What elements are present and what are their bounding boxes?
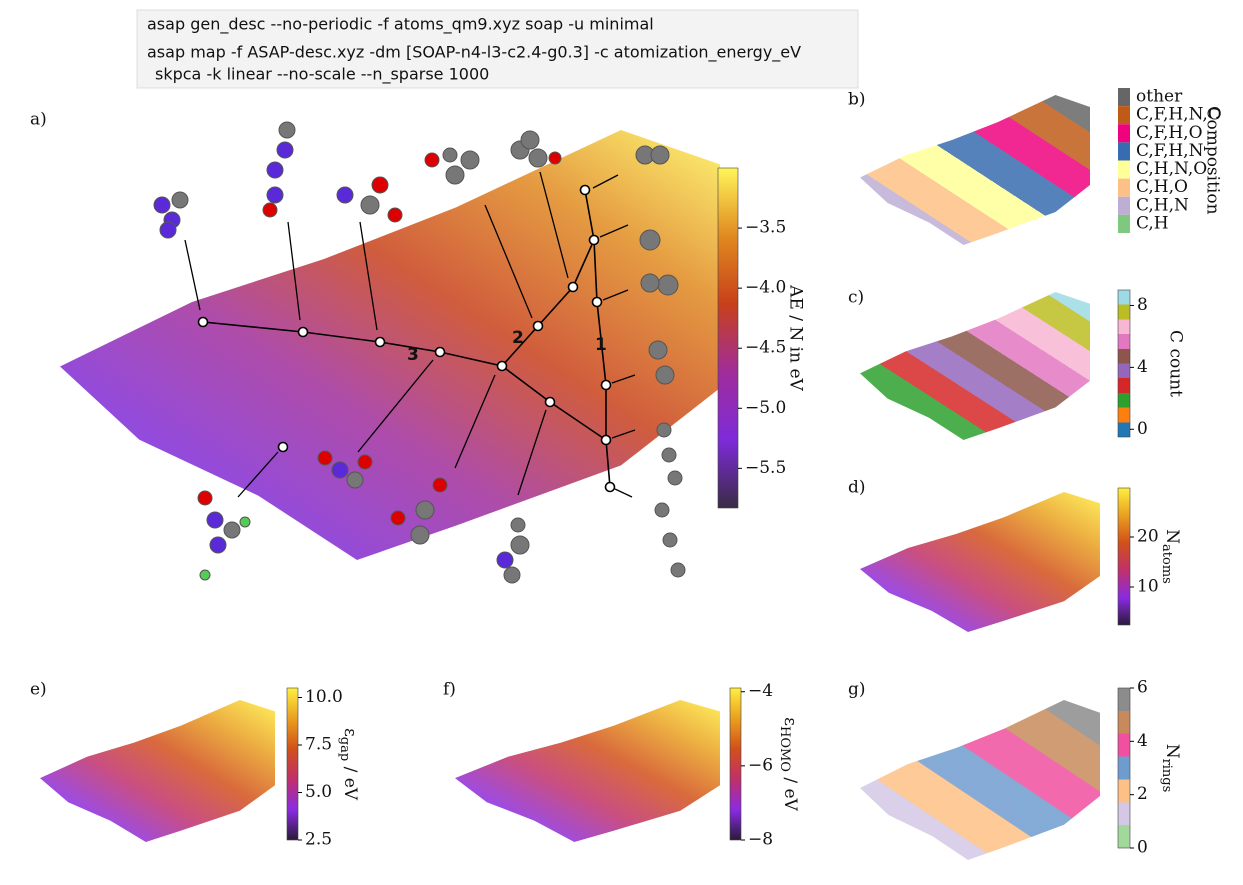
legend-swatch [1118,88,1130,107]
colorbar [729,687,742,841]
colorbar-title-main: N [1163,744,1183,759]
colorbar-tick-label: −3.5 [745,218,786,238]
colorbar-title: C count [1166,330,1186,397]
panel-label: b) [848,90,866,110]
point-cloud [40,700,275,842]
colorbar-tick-label: 4 [1137,357,1148,377]
colorbar [286,687,299,841]
colorbar-tick-label: 7.5 [305,735,332,755]
colorbar-tick-label: −5.5 [745,458,786,478]
point-cloud [860,492,1100,632]
colorbar-title-rest: / eV [341,761,361,801]
legend-label: other [1136,87,1183,107]
path-label: 2 [512,328,524,348]
molecule-icons [153,121,686,584]
colorbar [717,167,739,509]
colorbar-title: AE / N in eV [786,284,806,391]
legend-swatch [1118,196,1130,215]
colorbar-title: Nrings [1160,744,1183,793]
path-label: 1 [595,335,607,355]
arrows [184,171,636,498]
pathways [184,171,636,498]
colorbar-tick-label: 2 [1137,784,1148,804]
point-cloud [455,700,720,842]
colorbar-title: Natoms [1160,529,1183,584]
colorbar-title-sub: HOMO [778,726,793,772]
colorbar-title-main: ε [341,728,361,737]
colorbar-tick-label: −4.5 [745,338,786,358]
panel-label: a) [30,110,47,130]
legend-label: C,F,H,O [1136,123,1203,143]
colorbar-tick-label: −4 [748,681,773,701]
legend-swatch [1118,214,1130,233]
colorbar-tick-label: 8 [1137,295,1148,315]
legend-label: C,F,H,N,O [1136,105,1222,125]
point-cloud [860,95,1090,245]
colorbar-tick-label: 5.0 [305,782,332,802]
panel-label: d) [848,478,866,498]
colorbar-tick-label: −8 [748,830,773,850]
colorbar [1117,687,1131,849]
colorbar-tick-label: −5.0 [745,398,786,418]
legend-swatch [1118,160,1130,179]
command-line: skpca -k linear --no-scale --n_sparse 10… [155,65,489,85]
legend-swatch [1118,106,1130,125]
legend-label: C,H,N [1136,195,1189,215]
path-nodes [197,184,616,493]
command-box: asap gen_desc --no-periodic -f atoms_qm9… [136,9,859,89]
panel-label: e) [30,680,47,700]
command-line: asap map -f ASAP-desc.xyz -dm [SOAP-n4-l… [147,43,801,63]
point-cloud [860,700,1100,860]
colorbar-title-main: N [1163,529,1183,544]
legend-swatch [1118,124,1130,143]
colorbar-title: εgap / eV [338,728,361,801]
panel-label: g) [848,680,866,700]
colorbar-tick-label: 2.5 [305,830,332,850]
colorbar-tick-label: 0 [1137,838,1148,858]
colorbar [1117,487,1131,626]
legend-label: C,F,H,N [1136,141,1204,161]
colorbar-tick-label: 4 [1137,731,1148,751]
panel-label: c) [848,288,864,308]
colorbar-title: εHOMO / eV [778,717,801,811]
path-2 [501,239,595,367]
point-cloud [860,292,1090,440]
colorbar-tick-label: −6 [748,755,773,775]
colorbar-title-sub: atoms [1160,544,1175,584]
legend-label: C,H [1136,213,1169,233]
colorbar-tick-label: 10.0 [305,687,343,707]
command-background [136,9,859,89]
command-line: asap gen_desc --no-periodic -f atoms_qm9… [147,15,654,35]
colorbar-tick-label: 0 [1137,419,1148,439]
point-cloud [60,130,720,560]
colorbar-title-sub: gap [338,737,353,761]
colorbar [1117,289,1131,438]
legend-label: C,H,O [1136,177,1188,197]
colorbar-title-sub: rings [1160,759,1175,793]
legend-swatch [1118,142,1130,161]
legend-label: C,H,N,O [1136,159,1207,179]
colorbar-tick-label: −4.0 [745,278,786,298]
colorbar-tick-label: 6 [1137,678,1148,698]
path-label: 3 [407,345,419,365]
colorbar-tick-label: 20 [1137,527,1159,547]
colorbar-title-rest: / eV [781,772,801,812]
path-1 [584,189,611,488]
panel-label: f) [443,680,456,700]
legend-swatch [1118,178,1130,197]
colorbar-title-main: ε [781,717,801,726]
colorbar-title: Composition [1203,106,1223,214]
colorbar-tick-label: 10 [1137,577,1159,597]
